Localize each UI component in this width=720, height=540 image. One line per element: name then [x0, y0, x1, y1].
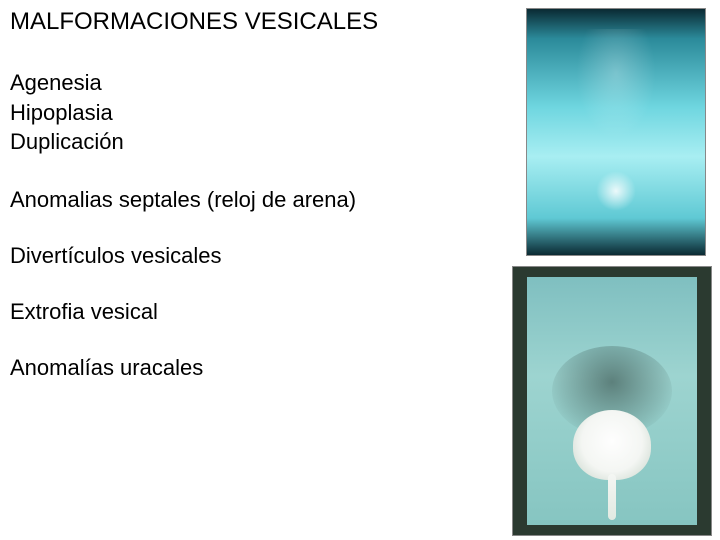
list-group-1: Agenesia Hipoplasia Duplicación — [10, 68, 480, 157]
urethra-contrast — [608, 474, 616, 520]
xray-film — [527, 277, 697, 525]
list-item: Extrofia vesical — [10, 299, 480, 325]
list-item: Anomalías uracales — [10, 355, 480, 381]
xray-image-bottom — [512, 266, 712, 536]
list-item: Divertículos vesicales — [10, 243, 480, 269]
list-item: Agenesia — [10, 68, 480, 98]
xray-image-top — [526, 8, 706, 256]
text-column: MALFORMACIONES VESICALES Agenesia Hipopl… — [10, 8, 480, 411]
bladder-contrast — [573, 410, 651, 480]
list-item: Hipoplasia — [10, 98, 480, 128]
list-item: Anomalias septales (reloj de arena) — [10, 187, 480, 213]
slide-title: MALFORMACIONES VESICALES — [10, 8, 480, 36]
list-item: Duplicación — [10, 127, 480, 157]
